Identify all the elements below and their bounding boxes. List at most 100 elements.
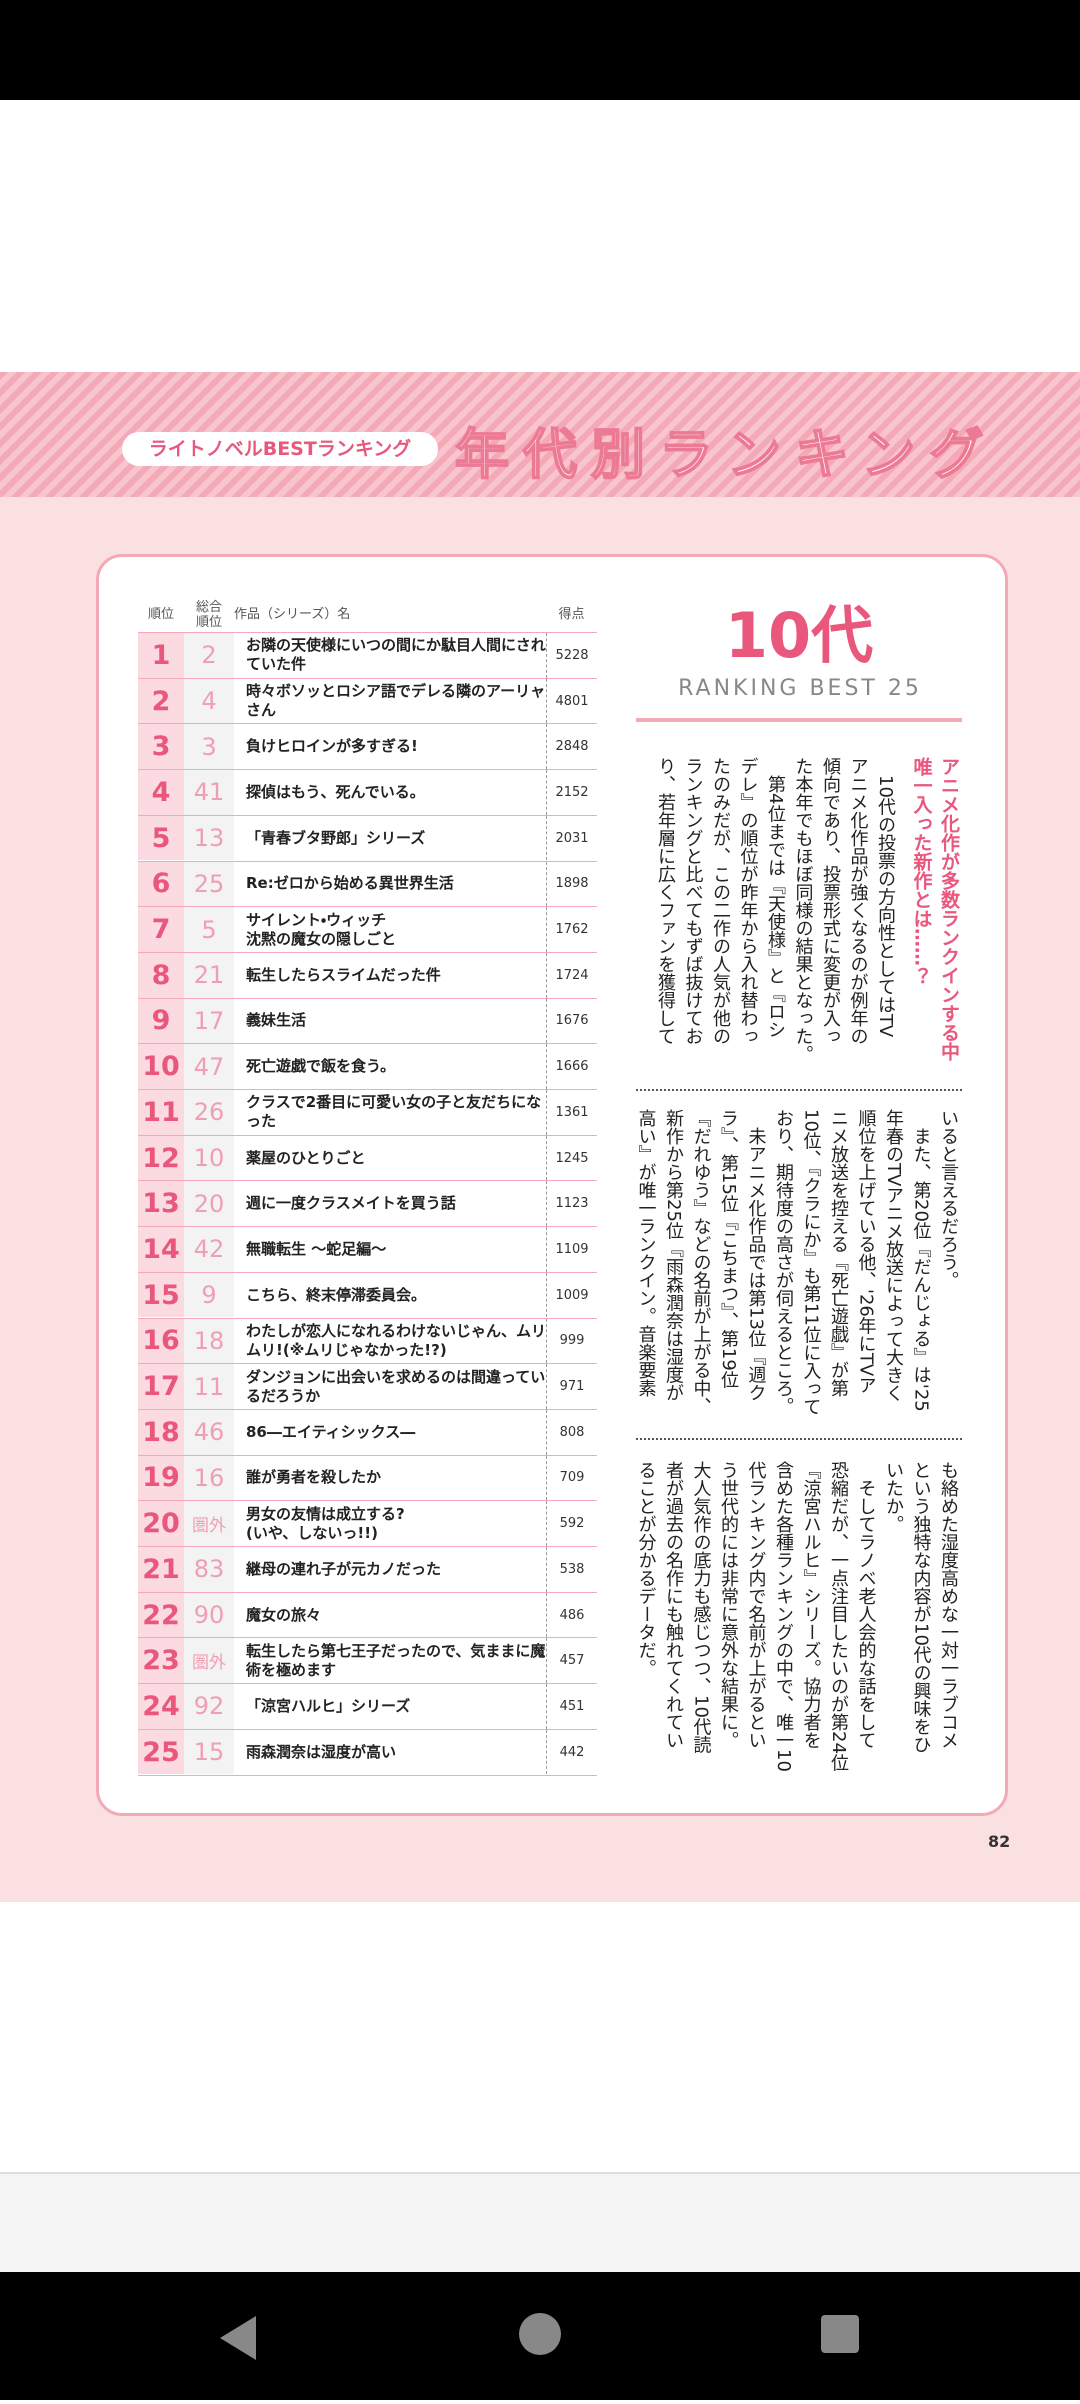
- overall-rank: 17: [184, 998, 234, 1044]
- rank: 10: [138, 1044, 184, 1089]
- score: 1724: [546, 952, 597, 998]
- text-line: 恐縮だが、一点注目したいのが第24位: [828, 1461, 849, 1772]
- overall-rank: 90: [184, 1592, 234, 1638]
- vertical-block: いると言えるだろう。 また、第20位『だんじょる』は'25 年春のTVアニメ放送に…: [632, 1109, 962, 1429]
- row-line: [138, 814, 597, 816]
- overall-rank: 4: [184, 678, 234, 724]
- text-line: という独特な内容が10代の興味をひ: [910, 1461, 932, 1754]
- recents-button[interactable]: [821, 2315, 859, 2353]
- vertical-block: も絡めた湿度高めな一対一ラブコメ という独特な内容が10代の興味をひ いたか。 そし…: [632, 1461, 962, 1781]
- score: 1898: [546, 861, 597, 907]
- text-line: 第4位までは『天使様』と『ロシ: [765, 757, 786, 1039]
- rank: 16: [138, 1318, 184, 1364]
- text-line: 順位を上げている他、'26年にTVア: [855, 1109, 877, 1395]
- title: 誰が勇者を殺したか: [246, 1468, 382, 1487]
- text-line: 『涼宮ハルヒ』シリーズ。協力者を: [800, 1461, 822, 1749]
- overall-rank: 92: [184, 1684, 234, 1729]
- text-line: たのみだが、この二作の人気が他の: [710, 757, 731, 1045]
- rank: 3: [138, 724, 184, 770]
- title: Re:ゼロから始める異世界生活: [246, 874, 454, 893]
- overall-rank: 11: [184, 1364, 234, 1409]
- overall-rank: 9: [184, 1272, 234, 1318]
- title: わたしが恋人になれるわけないじゃん、ムリムリ!(※ムリじゃなかった!?): [246, 1321, 547, 1359]
- section-title: 10代: [724, 599, 874, 672]
- row-line: [138, 1317, 597, 1319]
- overall-rank: 41: [184, 770, 234, 815]
- rank: 20: [138, 1501, 184, 1546]
- text-line: 10位、『クラにか』も第11位に入って: [800, 1109, 822, 1416]
- score: 1009: [546, 1272, 597, 1318]
- title: 転生したら第七王子だったので、気ままに魔術を極めます: [246, 1641, 546, 1679]
- score: 4801: [546, 678, 597, 724]
- title: 継母の連れ子が元カノだった: [246, 1559, 442, 1578]
- nav-bar: [0, 2272, 1080, 2400]
- title: クラスで2番目に可愛い女の子と友だちになった: [246, 1093, 542, 1131]
- score: 808: [546, 1409, 597, 1455]
- score: 457: [546, 1638, 597, 1684]
- title: 時々ボソッとロシア語でデレる隣のアーリャさん: [246, 682, 546, 720]
- score: 999: [546, 1318, 597, 1364]
- overall-rank: 圏外: [184, 1638, 234, 1684]
- overall-rank: 25: [184, 861, 234, 907]
- overall-rank: 21: [184, 952, 234, 998]
- text-line: ニメ放送を控える『死亡遊戯』が第: [828, 1109, 849, 1397]
- header-title: 年代別ランキング: [454, 422, 998, 487]
- score: 2031: [546, 815, 597, 861]
- row-line: [138, 769, 597, 771]
- text-line: 傾向であり、投票形式に変更が入っ: [820, 757, 841, 1045]
- column-header: 作品（シリーズ）名: [234, 607, 351, 622]
- overall-rank: 18: [184, 1318, 234, 1364]
- rank: 24: [138, 1684, 184, 1729]
- overall-rank: 10: [184, 1135, 234, 1181]
- toolbar: [0, 2172, 1080, 2274]
- overall-rank: 13: [184, 815, 234, 861]
- rank: 23: [138, 1638, 184, 1684]
- score: 1123: [546, 1181, 597, 1227]
- title: ダンジョンに出会いを求めるのは間違っているだろうか: [246, 1367, 546, 1405]
- score: 486: [546, 1592, 597, 1638]
- status-bar: [0, 0, 1080, 100]
- vertical-block: 10代の投票の方向性としてはTV アニメ化作品が強くなるのが例年の 傾向であり、投票…: [652, 757, 900, 1077]
- text-line: た本年でもほぼ同様の結果となった。: [792, 757, 814, 1063]
- row-line: [138, 1089, 597, 1090]
- rank: 9: [138, 998, 184, 1044]
- row-line: [138, 906, 597, 908]
- overall-rank: 15: [184, 1729, 234, 1775]
- text-line: 含めた各種ランキングの中で、唯一10: [773, 1461, 794, 1772]
- title: サイレント・ウィッチ 沈黙の魔女の隠しごと: [246, 910, 397, 948]
- content-card: [96, 554, 1008, 1816]
- score: 971: [546, 1364, 597, 1409]
- score: 538: [546, 1547, 597, 1592]
- overall-rank: 3: [184, 724, 234, 770]
- score: 592: [546, 1501, 597, 1546]
- column-header: 順位: [147, 607, 174, 622]
- text-line: 『だれゆう』などの名前が上がる中、: [690, 1109, 712, 1415]
- home-button[interactable]: [519, 2313, 561, 2355]
- overall-rank: 42: [184, 1227, 234, 1272]
- back-button[interactable]: [220, 2316, 256, 2360]
- row-line: [138, 1591, 597, 1593]
- score: 442: [546, 1729, 597, 1775]
- row-line: [138, 1363, 597, 1365]
- rank: 8: [138, 952, 184, 998]
- rank: 18: [138, 1409, 184, 1455]
- title: 雨森潤奈は湿度が高い: [246, 1742, 397, 1761]
- rank: 6: [138, 861, 184, 907]
- rank: 13: [138, 1181, 184, 1227]
- score: 451: [546, 1684, 597, 1729]
- row-line: [138, 860, 597, 862]
- row-line: [138, 951, 597, 953]
- column-header: 得点: [558, 607, 585, 622]
- overall-rank: 2: [184, 633, 234, 678]
- score: 709: [546, 1455, 597, 1501]
- overall-rank: 46: [184, 1409, 234, 1455]
- rank: 21: [138, 1547, 184, 1592]
- overall-rank: 26: [184, 1090, 234, 1135]
- divider: [636, 718, 962, 722]
- overall-rank: 圏外: [184, 1501, 234, 1546]
- score: 5228: [546, 633, 597, 678]
- separator: [636, 1438, 962, 1440]
- section-subtitle: RANKING BEST 25: [678, 676, 922, 701]
- row-line: [138, 1408, 597, 1410]
